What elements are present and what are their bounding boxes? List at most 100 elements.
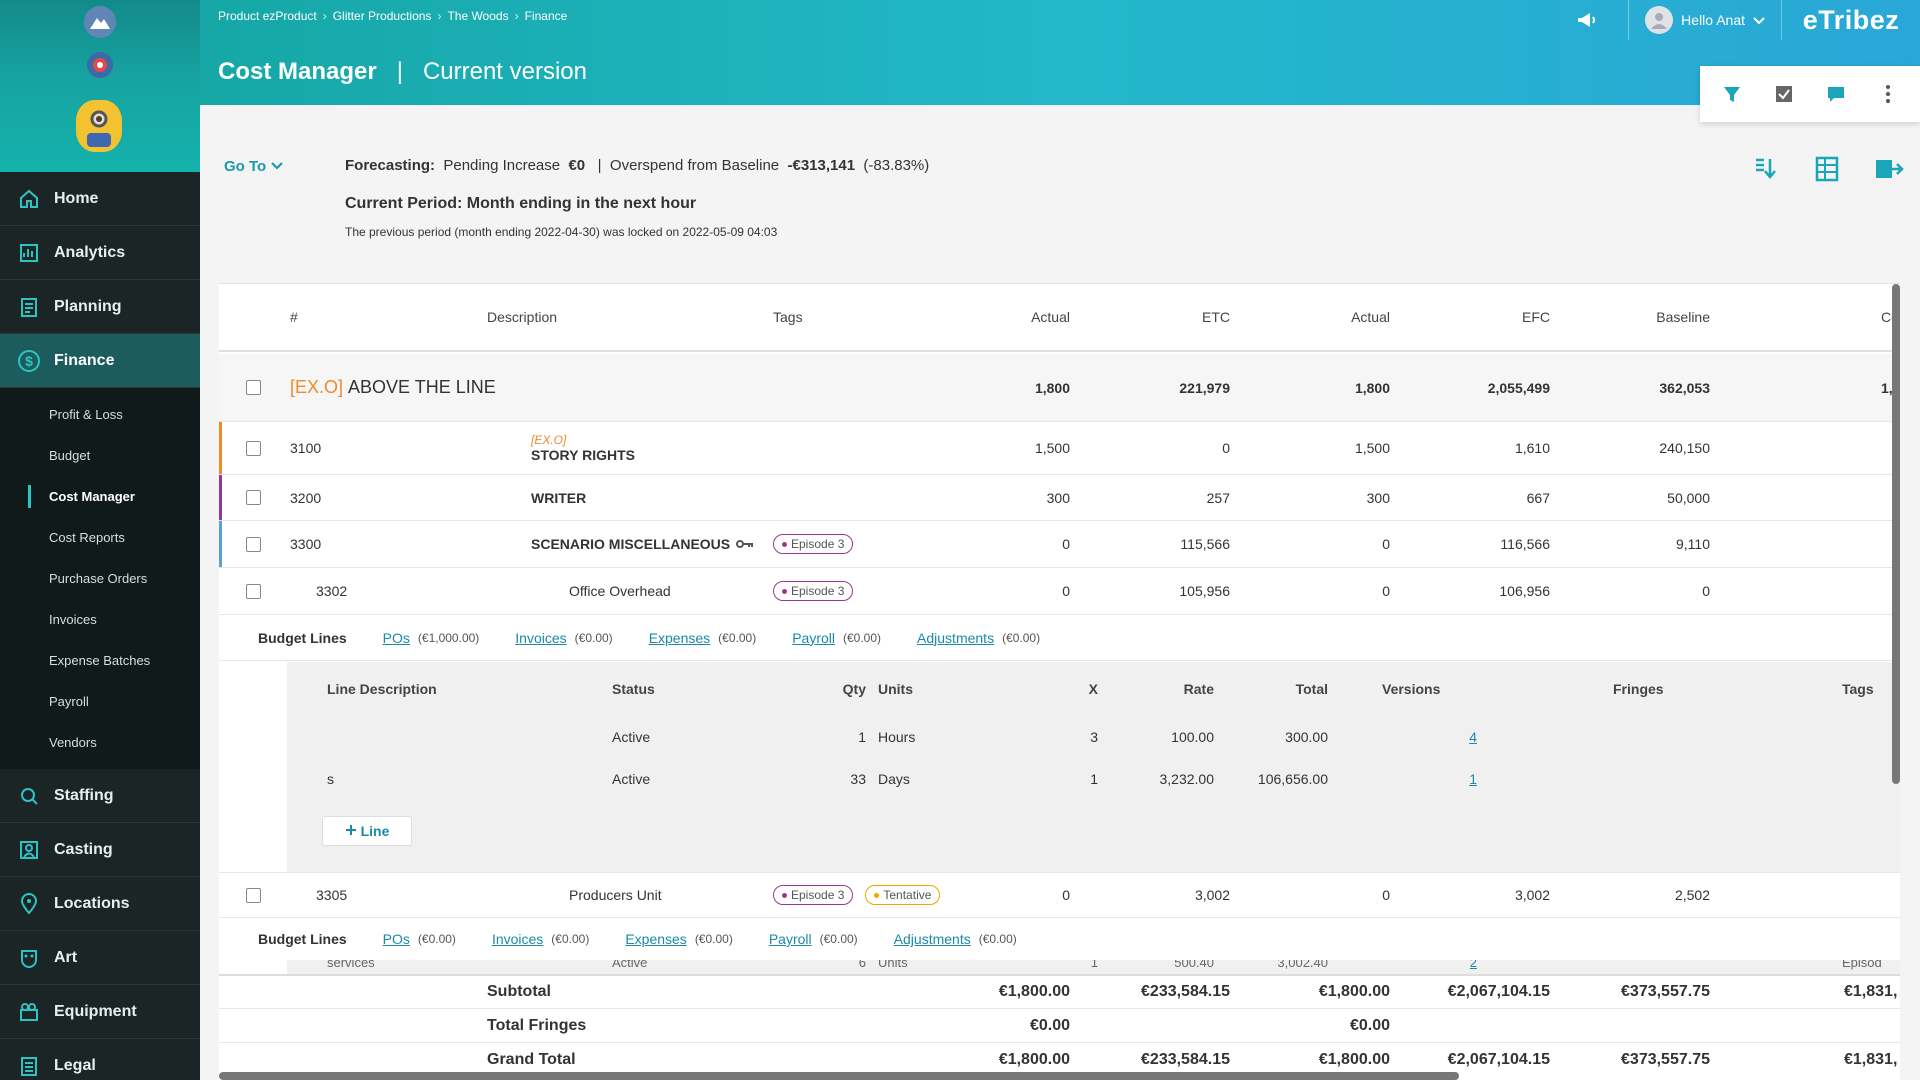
production-logo-icon[interactable] — [87, 52, 113, 78]
line-versions-link[interactable]: 4 — [1469, 729, 1477, 745]
vertical-scrollbar[interactable] — [1892, 284, 1900, 784]
nav-legal[interactable]: Legal — [0, 1039, 200, 1080]
table-row[interactable]: 3305 Producers Unit Episode 3 Tentative … — [219, 872, 1900, 918]
subnav-purchase-orders[interactable]: Purchase Orders — [49, 571, 148, 586]
row-checkbox[interactable] — [246, 380, 261, 395]
nav-art[interactable]: Art — [0, 931, 200, 985]
line-tag[interactable]: Episod — [1842, 960, 1882, 970]
subnav-budget[interactable]: Budget — [49, 448, 91, 463]
comment-icon[interactable] — [1821, 79, 1851, 109]
table-row[interactable]: 3100 [EX.O] STORY RIGHTS 1,500 0 1,500 1… — [219, 422, 1900, 475]
line-units[interactable]: Hours — [878, 729, 916, 745]
nav-locations[interactable]: Locations — [0, 877, 200, 931]
budget-line-row[interactable]: services Active 6 Units 1 500.40 3,002.4… — [287, 960, 1900, 972]
row-description[interactable]: WRITER — [531, 489, 587, 506]
col-header-actual[interactable]: Actual — [1031, 309, 1070, 325]
goto-dropdown[interactable]: Go To — [224, 158, 284, 175]
line-x[interactable]: 1 — [1090, 771, 1098, 787]
expenses-link[interactable]: Expenses — [625, 931, 687, 947]
subnav-cost-manager[interactable]: Cost Manager — [0, 476, 200, 517]
row-checkbox[interactable] — [246, 536, 261, 552]
nav-equipment[interactable]: Equipment — [0, 985, 200, 1039]
expenses-link[interactable]: Expenses — [648, 629, 711, 646]
col-header-etc[interactable]: ETC — [1202, 309, 1230, 325]
row-description[interactable]: SCENARIO MISCELLANEOUS — [531, 536, 731, 552]
line-x[interactable]: 1 — [1090, 960, 1098, 970]
announcements-icon[interactable] — [1572, 5, 1602, 35]
row-description[interactable]: STORY RIGHTS — [531, 447, 635, 463]
col-header-actual-2[interactable]: Actual — [1351, 309, 1390, 325]
breadcrumb-item[interactable]: Glitter Productions — [332, 9, 432, 23]
line-x[interactable]: 3 — [1090, 729, 1098, 745]
breadcrumb-item[interactable]: The Woods — [447, 9, 509, 23]
line-versions-link[interactable]: 1 — [1469, 771, 1477, 787]
nav-analytics[interactable]: Analytics — [0, 226, 200, 280]
user-menu[interactable]: Hello Anat — [1629, 6, 1781, 34]
subnav-expense-batches[interactable]: Expense Batches — [49, 653, 151, 668]
table-row[interactable]: 3300 SCENARIO MISCELLANEOUS Episode 3 0 … — [219, 521, 1900, 568]
tag-pill[interactable]: Episode 3 — [773, 534, 854, 554]
col-header-efc[interactable]: EFC — [1522, 309, 1550, 325]
line-qty[interactable]: 6 — [858, 960, 866, 970]
row-checkbox[interactable] — [246, 583, 261, 599]
line-qty[interactable]: 33 — [850, 771, 866, 787]
col-header-tags[interactable]: Tags — [773, 309, 803, 325]
nav-home[interactable]: Home — [0, 172, 200, 226]
line-rate[interactable]: 500.40 — [1174, 960, 1214, 970]
row-checkbox[interactable] — [246, 887, 261, 903]
pos-link[interactable]: POs — [382, 931, 410, 947]
sort-icon[interactable] — [1748, 153, 1782, 185]
invoices-link[interactable]: Invoices — [515, 629, 567, 646]
nav-finance[interactable]: $ Finance — [0, 334, 200, 388]
adjustments-link[interactable]: Adjustments — [917, 629, 995, 646]
tag-pill[interactable]: Episode 3 — [773, 885, 854, 905]
checkbox-icon[interactable] — [1769, 79, 1799, 109]
row-checkbox[interactable] — [246, 490, 261, 505]
adjustments-link[interactable]: Adjustments — [893, 931, 971, 947]
subnav-profit-loss[interactable]: Profit & Loss — [49, 407, 123, 422]
row-description[interactable]: Office Overhead — [569, 583, 671, 599]
line-status[interactable]: Active — [612, 729, 651, 745]
line-qty[interactable]: 1 — [858, 729, 866, 745]
line-rate[interactable]: 3,232.00 — [1159, 771, 1215, 787]
payroll-link[interactable]: Payroll — [792, 629, 835, 646]
company-logo-icon[interactable] — [84, 6, 116, 38]
export-icon[interactable] — [1872, 153, 1906, 185]
subnav-cost-reports[interactable]: Cost Reports — [49, 530, 125, 545]
col-header-description[interactable]: Description — [487, 309, 558, 325]
budget-line-row[interactable]: s Active 33 Days 1 3,232.00 106,656.00 1 — [287, 758, 1900, 800]
tag-pill[interactable]: Episode 3 — [773, 581, 854, 601]
nav-casting[interactable]: Casting — [0, 823, 200, 877]
row-checkbox[interactable] — [246, 440, 261, 456]
line-units[interactable]: Units — [878, 960, 908, 970]
spreadsheet-icon[interactable] — [1810, 153, 1844, 185]
add-line-button[interactable]: Line — [322, 816, 412, 846]
nav-staffing[interactable]: Staffing — [0, 769, 200, 823]
pos-link[interactable]: POs — [382, 629, 410, 646]
subnav-vendors[interactable]: Vendors — [49, 735, 97, 750]
nav-planning[interactable]: Planning — [0, 280, 200, 334]
project-avatar-icon[interactable] — [76, 100, 122, 152]
line-description[interactable]: s — [327, 771, 334, 787]
table-row[interactable]: 3200 WRITER 300 257 300 667 50,000 — [219, 475, 1900, 521]
table-row[interactable]: 3302 Office Overhead Episode 3 0 105,956… — [219, 568, 1900, 615]
line-status[interactable]: Active — [612, 960, 648, 970]
breadcrumb-item[interactable]: Product ezProduct — [218, 9, 317, 23]
budget-line-row[interactable]: Active 1 Hours 3 100.00 300.00 4 — [287, 716, 1900, 758]
row-description[interactable]: Producers Unit — [569, 887, 662, 903]
filter-icon[interactable] — [1717, 79, 1747, 109]
line-rate[interactable]: 100.00 — [1171, 729, 1214, 745]
line-versions-link[interactable]: 2 — [1469, 960, 1477, 970]
line-description[interactable]: services — [327, 960, 375, 970]
line-status[interactable]: Active — [612, 771, 651, 787]
payroll-link[interactable]: Payroll — [768, 931, 812, 947]
line-units[interactable]: Days — [878, 771, 910, 787]
col-header-baseline[interactable]: Baseline — [1656, 309, 1710, 325]
more-options-icon[interactable] — [1873, 79, 1903, 109]
horizontal-scrollbar[interactable] — [219, 1072, 1459, 1080]
col-header-num[interactable]: # — [290, 309, 298, 325]
invoices-link[interactable]: Invoices — [491, 931, 544, 947]
subnav-payroll[interactable]: Payroll — [49, 694, 89, 709]
tag-pill-tentative[interactable]: Tentative — [865, 885, 941, 905]
subnav-invoices[interactable]: Invoices — [49, 612, 97, 627]
